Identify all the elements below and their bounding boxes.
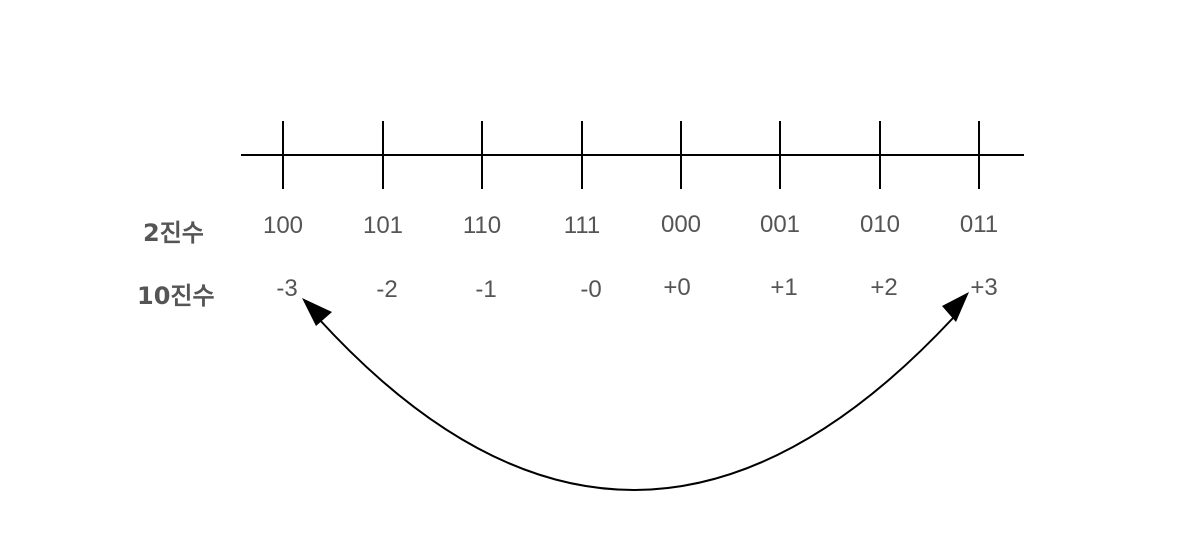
decimal-row-label: 10진수 <box>137 282 215 310</box>
binary-value: 111 <box>563 212 601 239</box>
binary-value: 011 <box>959 211 999 238</box>
decimal-value: +0 <box>663 274 691 301</box>
tick-marks <box>282 121 980 189</box>
binary-value: 010 <box>859 211 901 238</box>
decimal-value: -3 <box>276 275 298 302</box>
decimal-value: -0 <box>580 276 602 303</box>
binary-value: 001 <box>759 211 801 238</box>
right-arrowhead <box>942 292 969 322</box>
decimal-value: +2 <box>870 274 898 301</box>
decimal-value: -1 <box>475 276 497 303</box>
binary-row-label: 2진수 <box>143 219 204 247</box>
decimal-value: +1 <box>770 274 798 301</box>
binary-value: 100 <box>262 212 304 239</box>
binary-value: 110 <box>462 212 502 239</box>
binary-value: 101 <box>362 212 404 239</box>
left-arrowhead <box>302 298 332 326</box>
decimal-value: -2 <box>376 276 398 303</box>
decimal-value: +3 <box>970 274 998 301</box>
wraparound-arc <box>317 317 954 491</box>
binary-value: 000 <box>660 211 702 238</box>
